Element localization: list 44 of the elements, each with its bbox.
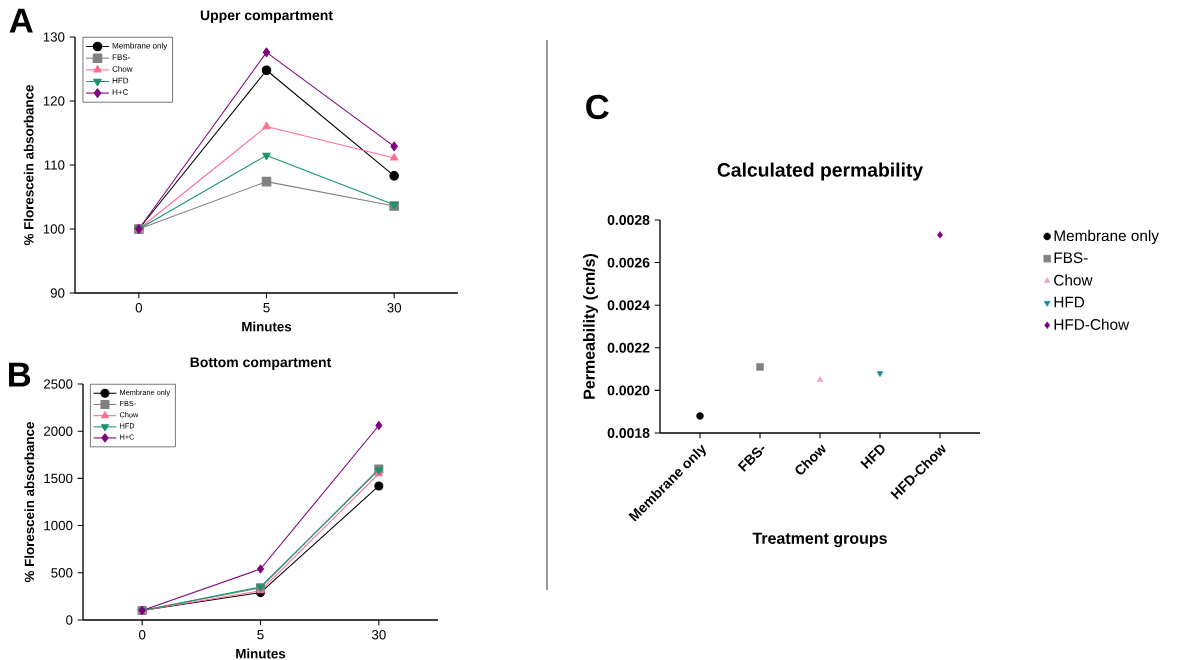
chart-title: Bottom compartment (190, 357, 332, 370)
y-tick-label: 1000 (44, 520, 73, 531)
y-tick-label: 0.0020 (607, 385, 650, 396)
text: C (586, 94, 609, 120)
text: B (9, 362, 31, 387)
chart-title: Calculated permability (717, 162, 924, 181)
x-tick-label: 0 (135, 303, 143, 313)
legend-label: Membrane only (1054, 229, 1159, 245)
y-axis-title: % Florescein absorbance (23, 85, 34, 246)
y-tick-label: 0.0028 (607, 215, 650, 225)
legend-label: H+C (112, 89, 129, 95)
text: A (9, 8, 33, 33)
legend-label: HFD (112, 77, 129, 84)
x-axis-title: Treatment groups (752, 532, 887, 548)
y-tick-label: 0.0022 (607, 342, 650, 353)
y-tick-label: 1500 (44, 473, 73, 484)
y-tick-label: 500 (51, 568, 73, 578)
x-tick-label: 30 (387, 303, 402, 313)
y-axis-title: Permeability (cm/s) (583, 253, 598, 399)
y-tick-label: 90 (50, 288, 65, 298)
chart-title: Upper compartment (200, 10, 333, 23)
x-tick-label: 30 (371, 630, 386, 640)
y-tick-label: 0.0026 (607, 257, 650, 268)
y-tick-label: 2000 (43, 426, 73, 436)
y-axis-title: % Florescein absorbance (24, 422, 35, 583)
x-axis-title: Minutes (236, 648, 286, 659)
y-tick-label: 130 (43, 32, 65, 42)
y-tick-label: 120 (43, 96, 65, 106)
y-tick-label: 0.0018 (607, 428, 650, 438)
y-tick-label: 0.0024 (607, 300, 650, 311)
x-tick-label: 0 (138, 630, 146, 640)
y-tick-label: 2500 (43, 379, 73, 389)
legend-label: FBS- (1054, 252, 1088, 264)
legend-label: Chow (112, 65, 133, 72)
x-tick-label: 5 (263, 303, 270, 313)
y-tick-label: 0 (66, 615, 73, 625)
x-tick-label: 5 (257, 630, 264, 640)
legend-label: HFD-Chow (1054, 318, 1130, 330)
legend-label: Chow (1054, 274, 1093, 286)
legend-label: FBS- (112, 54, 130, 61)
legend-label: Membrane only (112, 42, 168, 51)
y-tick-label: 100 (43, 224, 65, 234)
y-tick-label: 110 (44, 160, 65, 170)
x-axis-title: Minutes (242, 321, 292, 332)
